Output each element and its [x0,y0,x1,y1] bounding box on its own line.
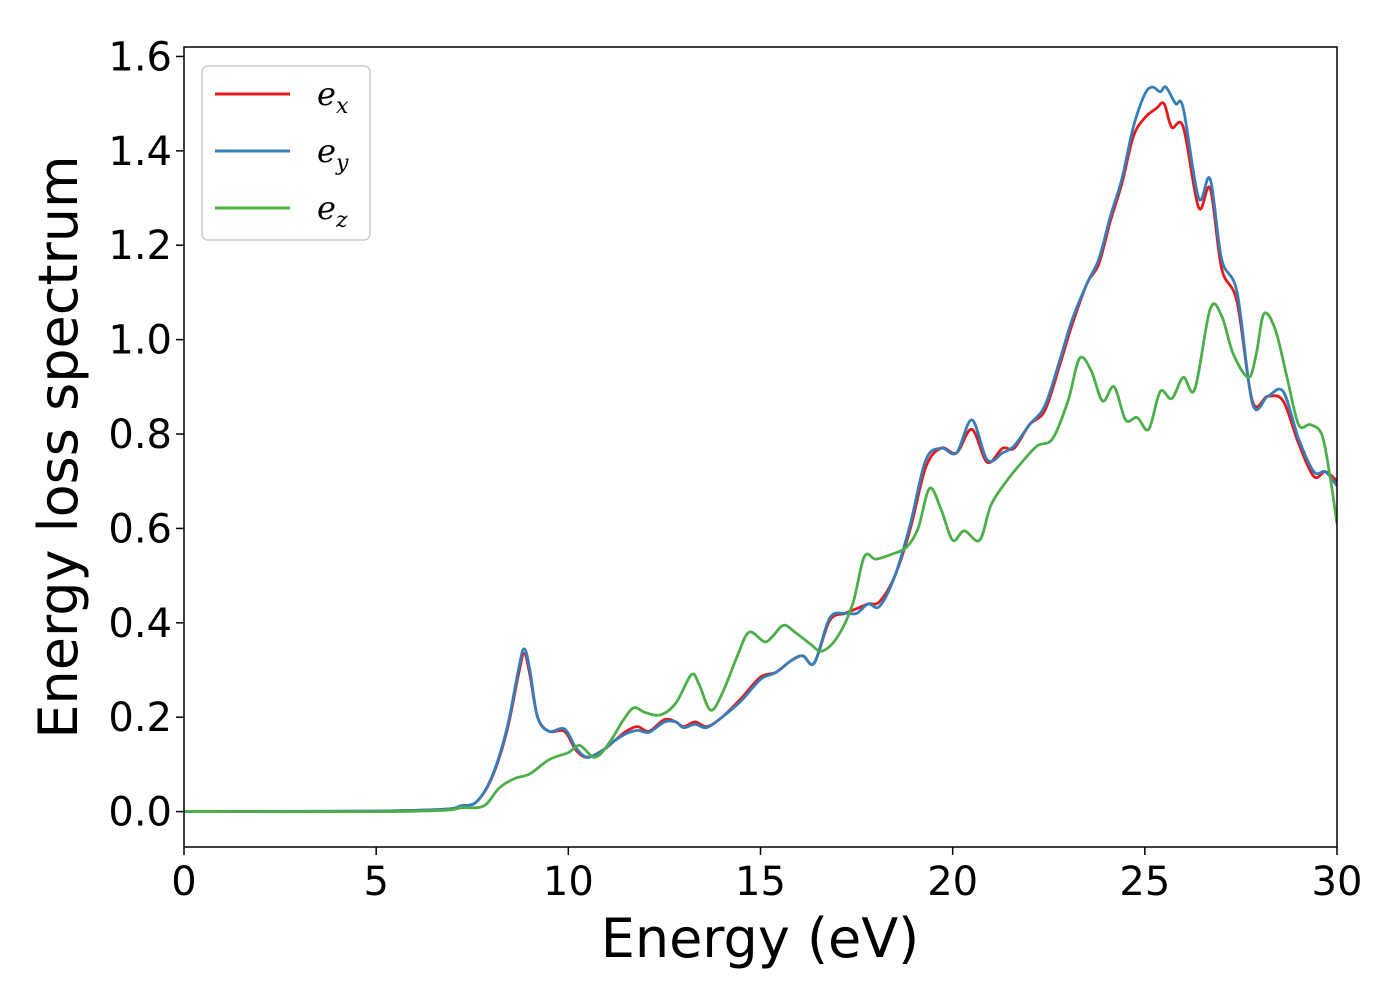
y-tick-label: 0.8 [108,412,172,458]
y-tick-label: 1.0 [108,318,172,364]
x-axis-ticks: 0 5 10 15 20 25 30 [171,847,1362,905]
y-tick-label: 1.2 [108,223,172,269]
x-tick-label: 15 [735,859,786,905]
x-tick-label: 10 [543,859,594,905]
x-tick-label: 0 [171,859,196,905]
y-tick-label: 1.6 [108,34,172,80]
y-tick-label: 1.4 [108,129,172,175]
x-tick-label: 25 [1119,859,1170,905]
legend-frame [201,65,371,241]
x-tick-label: 20 [927,859,978,905]
x-tick-label: 30 [1312,859,1363,905]
series-line-ez [184,302,1337,814]
x-tick-label: 5 [363,859,388,905]
y-tick-label: 0.6 [108,506,172,552]
y-tick-label: 0.2 [108,695,172,741]
series-line-ey [184,85,1337,813]
y-tick-label: 0.0 [108,790,172,836]
y-axis-title: Energy loss spectrum [27,155,90,738]
x-axis-title: Energy (eV) [601,907,920,970]
y-tick-label: 0.4 [108,601,172,647]
series-layer [184,85,1337,814]
y-axis-ticks: 0.0 0.2 0.4 0.6 0.8 1.0 1.2 1.4 1.6 [108,34,184,836]
